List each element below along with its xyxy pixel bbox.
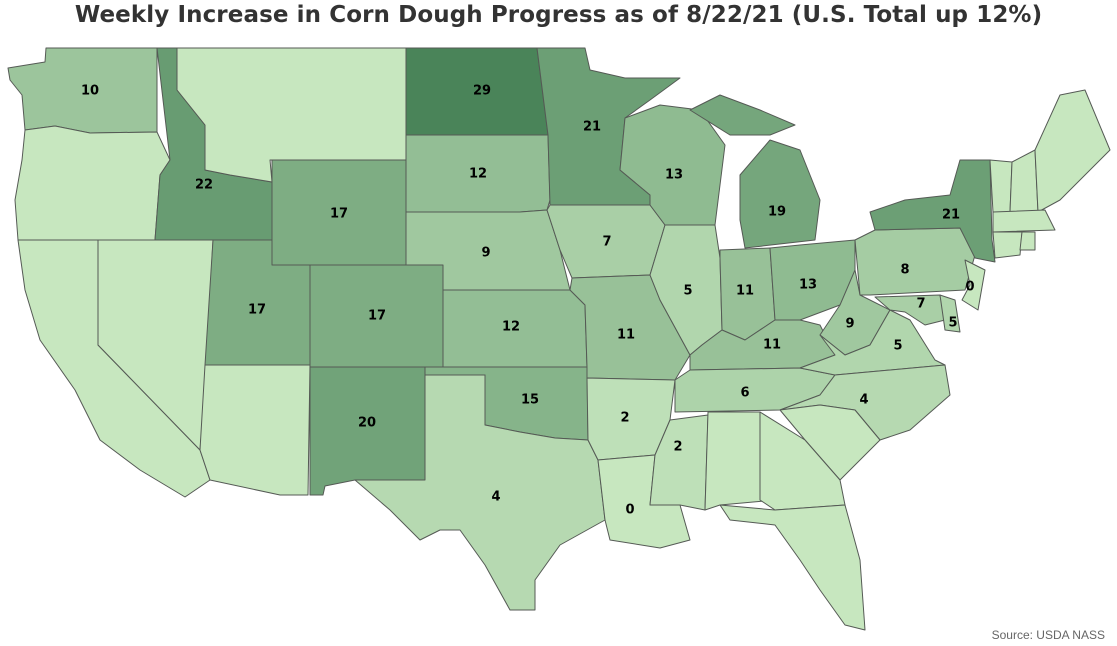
state-label-delaware: 5 [948, 316, 957, 331]
state-michigan [689, 94, 821, 249]
state-label-utah: 17 [248, 303, 266, 318]
state-connecticut [992, 231, 1023, 259]
state-rhode-island [1019, 231, 1036, 251]
state-pennsylvania [854, 227, 976, 296]
source-note: Source: USDA NASS [991, 628, 1105, 642]
state-label-illinois: 5 [683, 284, 692, 299]
state-new-york [869, 159, 996, 263]
state-vermont [989, 159, 1013, 213]
state-label-ohio: 13 [799, 278, 817, 293]
state-arizona [199, 364, 311, 496]
state-label-kansas: 12 [502, 320, 520, 335]
state-label-washington: 10 [81, 84, 99, 99]
state-new-mexico [309, 366, 426, 496]
state-label-pennsylvania: 8 [900, 263, 909, 278]
state-label-texas: 4 [491, 490, 500, 505]
state-label-west-virginia: 9 [845, 317, 854, 332]
state-texas [354, 374, 606, 611]
state-new-hampshire [1009, 149, 1039, 213]
state-label-michigan: 19 [768, 205, 786, 220]
state-label-mississippi: 2 [673, 440, 682, 455]
state-label-missouri: 11 [617, 328, 635, 343]
state-label-indiana: 11 [736, 284, 754, 299]
state-oregon [14, 125, 171, 241]
state-label-arkansas: 2 [620, 411, 629, 426]
state-label-north-dakota: 29 [473, 84, 491, 99]
state-maine [1034, 89, 1111, 213]
state-label-idaho: 22 [195, 178, 213, 193]
state-alabama [704, 411, 776, 511]
state-massachusetts [992, 209, 1056, 233]
state-label-new-mexico: 20 [358, 416, 376, 431]
state-label-minnesota: 21 [583, 120, 601, 135]
state-kentucky [689, 319, 836, 371]
state-florida [719, 504, 866, 631]
state-label-maryland: 7 [916, 297, 925, 312]
state-label-virginia: 5 [893, 339, 902, 354]
map-title: Weekly Increase in Corn Dough Progress a… [74, 2, 1043, 28]
state-label-kentucky: 11 [763, 338, 781, 353]
state-label-louisiana: 0 [625, 503, 634, 518]
state-label-wyoming: 17 [330, 207, 348, 222]
state-label-north-carolina: 4 [859, 393, 868, 408]
state-label-nebraska: 9 [481, 246, 490, 261]
state-label-iowa: 7 [602, 235, 611, 250]
state-label-colorado: 17 [368, 309, 386, 324]
state-label-wisconsin: 13 [665, 168, 683, 183]
state-virginia [799, 309, 946, 376]
state-label-new-jersey: 0 [965, 280, 974, 295]
state-new-jersey [961, 259, 986, 311]
state-label-tennessee: 6 [740, 386, 749, 401]
state-delaware [939, 294, 961, 333]
state-label-south-dakota: 12 [469, 167, 487, 182]
state-label-new-york: 21 [942, 208, 960, 223]
state-label-oklahoma: 15 [521, 393, 539, 408]
